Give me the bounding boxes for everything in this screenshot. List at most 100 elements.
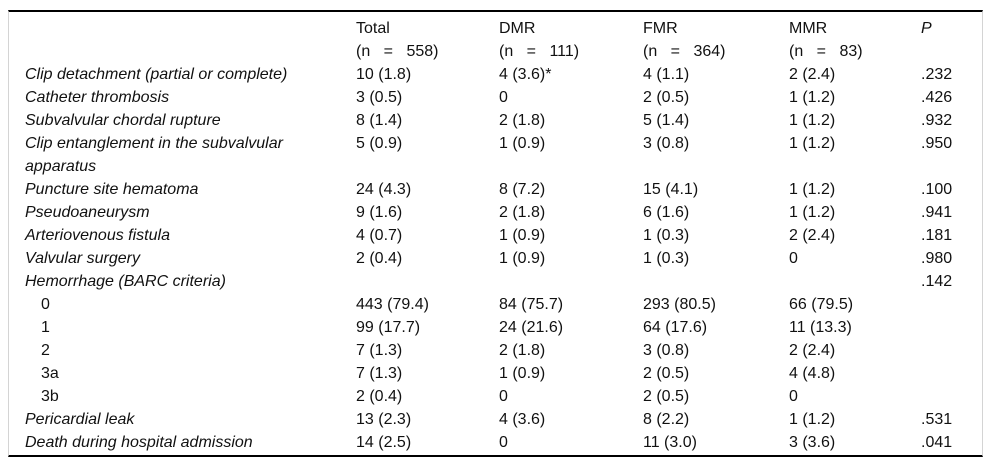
row-value: 1 (1.2) — [789, 89, 836, 106]
row-value: 0 — [499, 89, 508, 106]
row-value: 2 (2.4) — [789, 227, 836, 244]
column-header-label: P — [921, 20, 932, 37]
column-header-n: (n = 83) — [789, 43, 863, 60]
row-value: 4 (3.6)* — [499, 66, 552, 83]
row-value: 99 (17.7) — [356, 319, 421, 336]
row-value: 8 (2.2) — [643, 411, 690, 428]
column-header-label: DMR — [499, 20, 536, 37]
row-label: 3a — [41, 365, 59, 382]
row-value: 1 (1.2) — [789, 204, 836, 221]
row-value: 11 (3.0) — [643, 434, 697, 451]
row-value: 15 (4.1) — [643, 181, 699, 198]
row-value: 0 — [789, 388, 798, 405]
row-p-value: .941 — [921, 204, 953, 221]
table-row: Pericardial leak 13 (2.3) 4 (3.6) 8 (2.2) 1 … — [25, 408, 982, 431]
row-value: 64 (17.6) — [643, 319, 708, 336]
table-row: 3a 7 (1.3) 1 (0.9) 2 (0.5) 4 (4.8) — [25, 362, 982, 385]
row-value: 4 (1.1) — [643, 66, 690, 83]
table-row: Subvalvular chordal rupture 8 (1.4) 2 (1.8… — [25, 109, 982, 132]
row-value: 1 (0.9) — [499, 365, 546, 382]
row-value: 1 (0.3) — [643, 250, 690, 267]
row-value: 4 (3.6) — [499, 411, 546, 428]
row-label: Hemorrhage (BARC criteria) — [25, 273, 226, 290]
table-row: Death during hospital admission 14 (2.5) 0… — [25, 431, 982, 454]
row-label: 0 — [41, 296, 50, 313]
row-value: 8 (1.4) — [356, 112, 403, 129]
row-value: 2 (0.4) — [356, 388, 403, 405]
row-value: 24 (21.6) — [499, 319, 564, 336]
row-value: 8 (7.2) — [499, 181, 546, 198]
table-row: 1 99 (17.7) 24 (21.6) 64 (17.6) 11 (13.3) — [25, 316, 982, 339]
row-value: 1 (1.2) — [789, 411, 836, 428]
row-label: Valvular surgery — [25, 250, 141, 267]
row-value: 3 (0.8) — [643, 135, 690, 152]
row-value: 2 (0.5) — [643, 365, 690, 382]
row-label: Clip entanglement in the subvalvular app… — [25, 135, 283, 175]
column-header-label: Total — [356, 20, 390, 37]
row-value: 6 (1.6) — [643, 204, 690, 221]
row-value: 13 (2.3) — [356, 411, 412, 428]
row-value: 2 (1.8) — [499, 342, 546, 359]
table-row: Hemorrhage (BARC criteria) .142 — [25, 270, 982, 293]
row-label: Puncture site hematoma — [25, 181, 199, 198]
row-p-value: .426 — [921, 89, 953, 106]
row-label: Catheter thrombosis — [25, 89, 170, 106]
table-row: 3b 2 (0.4) 0 2 (0.5) 0 — [25, 385, 982, 408]
row-value: 4 (4.8) — [789, 365, 836, 382]
row-value: 66 (79.5) — [789, 296, 854, 313]
row-value: 1 (0.9) — [499, 250, 546, 267]
table-row: Clip entanglement in the subvalvular app… — [25, 132, 982, 178]
table-row: 2 7 (1.3) 2 (1.8) 3 (0.8) 2 (2.4) — [25, 339, 982, 362]
row-value: 0 — [499, 388, 508, 405]
table-body: Clip detachment (partial or complete) 10 … — [25, 63, 982, 454]
column-header-n: (n = 558) — [356, 43, 439, 60]
row-p-value: .932 — [921, 112, 953, 129]
row-value: 443 (79.4) — [356, 296, 429, 313]
row-value: 0 — [499, 434, 508, 451]
row-p-value: .100 — [921, 181, 953, 198]
row-value: 11 (13.3) — [789, 319, 852, 336]
row-value: 2 (1.8) — [499, 204, 546, 221]
row-value: 0 — [789, 250, 798, 267]
row-value: 1 (1.2) — [789, 135, 836, 152]
row-label: Pseudoaneurysm — [25, 204, 150, 221]
row-value: 24 (4.3) — [356, 181, 412, 198]
row-value: 1 (0.9) — [499, 135, 546, 152]
row-label: Subvalvular chordal rupture — [25, 112, 221, 129]
column-header-fmr: FMR (n = 364) — [643, 17, 789, 63]
row-value: 2 (0.4) — [356, 250, 403, 267]
row-p-value: .142 — [921, 273, 953, 290]
row-label: Death during hospital admission — [25, 434, 253, 451]
row-value: 84 (75.7) — [499, 296, 564, 313]
column-header-p: P — [921, 17, 982, 40]
row-value: 3 (0.8) — [643, 342, 690, 359]
table-row: Clip detachment (partial or complete) 10 … — [25, 63, 982, 86]
column-header-label: MMR — [789, 20, 828, 37]
row-p-value: .181 — [921, 227, 953, 244]
row-p-value: .980 — [921, 250, 953, 267]
column-header-dmr: DMR (n = 111) — [499, 17, 643, 63]
row-value: 2 (0.5) — [643, 89, 690, 106]
row-label: 3b — [41, 388, 59, 405]
table-row: Arteriovenous fistula 4 (0.7) 1 (0.9) 1 (0.… — [25, 224, 982, 247]
row-label: Clip detachment (partial or complete) — [25, 66, 288, 83]
row-p-value: .950 — [921, 135, 953, 152]
row-value: 1 (0.9) — [499, 227, 546, 244]
row-value: 5 (0.9) — [356, 135, 403, 152]
row-p-value: .041 — [921, 434, 953, 451]
row-value: 4 (0.7) — [356, 227, 403, 244]
row-value: 293 (80.5) — [643, 296, 716, 313]
table-header: Total (n = 558) DMR (n = 111) FMR (n = 3… — [25, 17, 982, 63]
table-row: Valvular surgery 2 (0.4) 1 (0.9) 1 (0.3) 0 .9… — [25, 247, 982, 270]
column-header-n: (n = 111) — [499, 43, 580, 60]
row-value: 7 (1.3) — [356, 365, 403, 382]
row-p-value: .531 — [921, 411, 953, 428]
column-header-label: FMR — [643, 20, 678, 37]
row-p-value: .232 — [921, 66, 953, 83]
table-row: 0 443 (79.4) 84 (75.7) 293 (80.5) 66 (79.5) — [25, 293, 982, 316]
table-row: Catheter thrombosis 3 (0.5) 0 2 (0.5) 1 (1.2… — [25, 86, 982, 109]
table-row: Puncture site hematoma 24 (4.3) 8 (7.2) 15 … — [25, 178, 982, 201]
row-value: 7 (1.3) — [356, 342, 403, 359]
row-value: 5 (1.4) — [643, 112, 690, 129]
